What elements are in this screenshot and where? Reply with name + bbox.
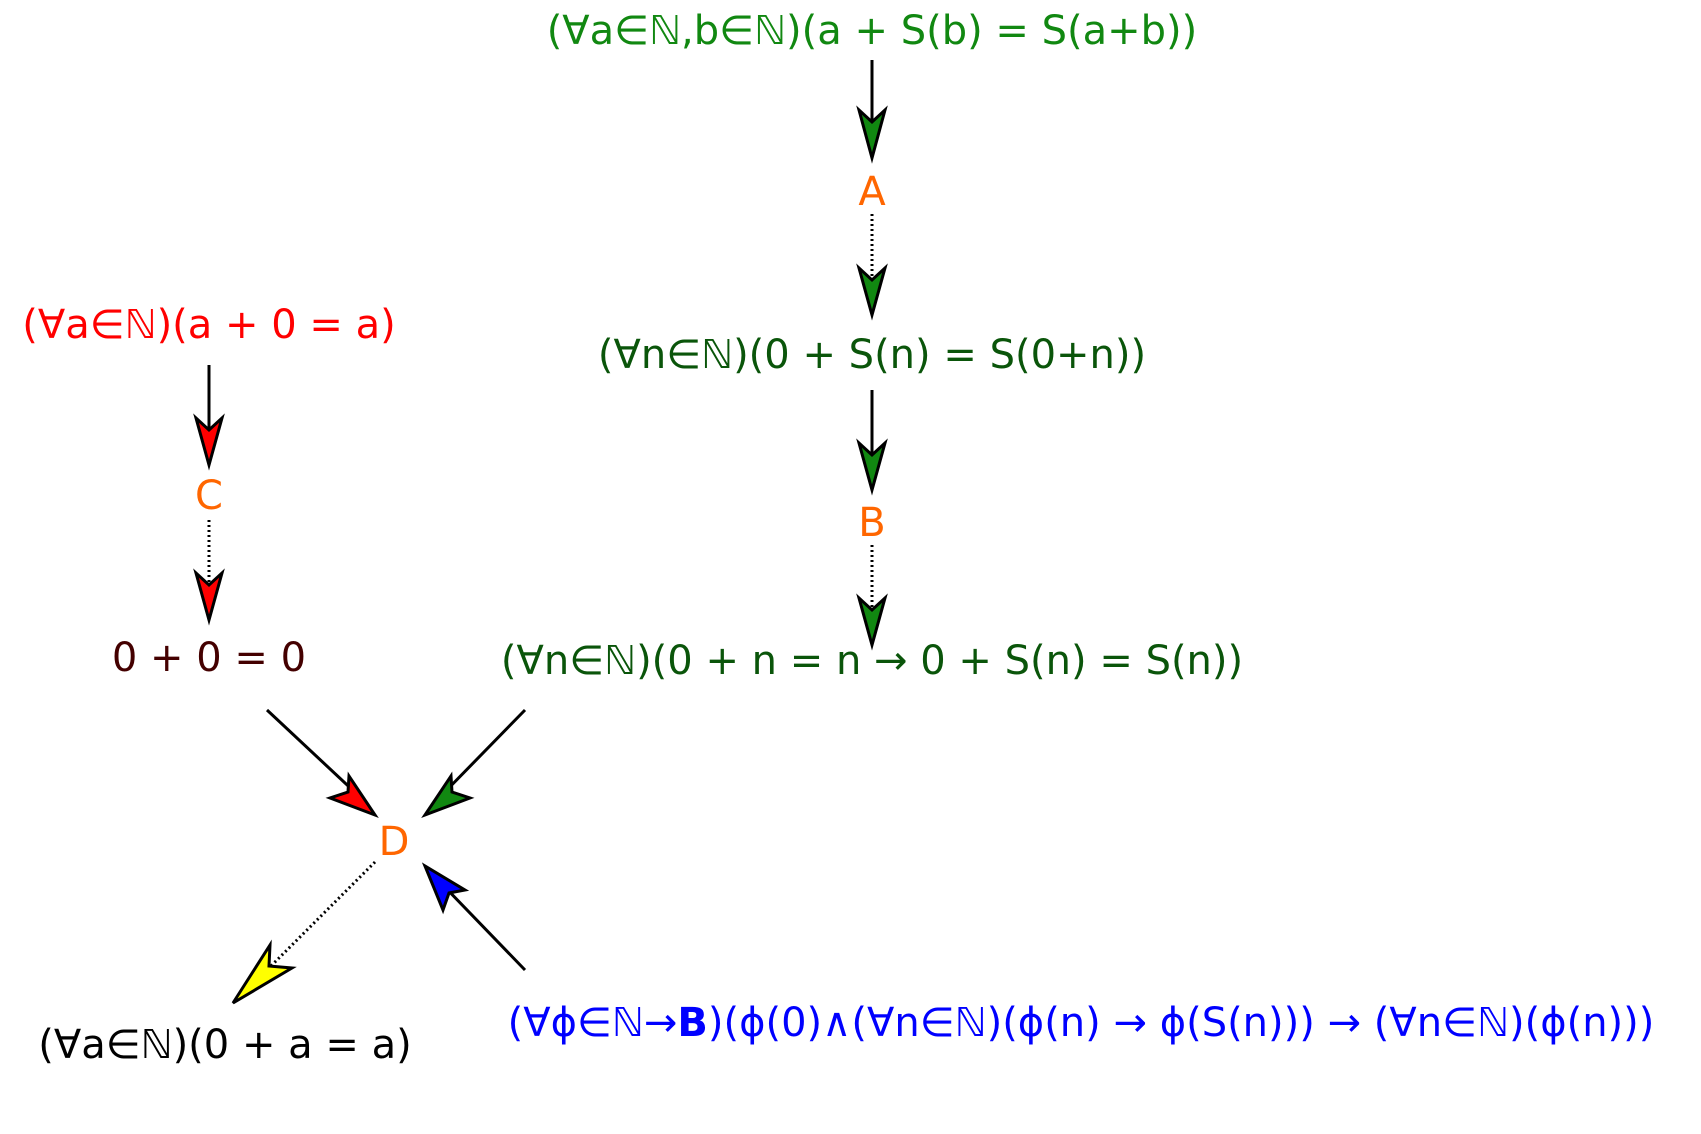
edge-c-to-base-case — [193, 520, 225, 626]
induction-axiom-part2: )(ϕ(0)∧(∀n∈ℕ)(ϕ(n) → ϕ(S(n))) → (∀n∈ℕ)(ϕ… — [708, 1000, 1655, 1046]
edge-axiom-to-a — [856, 60, 888, 164]
induction-axiom-part1: (∀ϕ∈ℕ→ — [508, 1000, 678, 1046]
arrowhead-green — [421, 771, 475, 819]
edge-base-case-to-d — [265, 708, 379, 819]
step-label-c: C — [195, 473, 223, 519]
arrowhead-red — [193, 568, 225, 626]
arrowhead-green — [856, 438, 888, 496]
node-base-case: 0 + 0 = 0 — [112, 635, 306, 681]
arrowhead-blue — [421, 862, 470, 915]
edge-d-to-conclusion — [231, 860, 377, 1005]
node-induction-axiom: (∀ϕ∈ℕ→B)(ϕ(0)∧(∀n∈ℕ)(ϕ(n) → ϕ(S(n))) → (… — [508, 1000, 1655, 1046]
edge-b-to-induction-step — [856, 545, 888, 651]
induction-axiom-bold: B — [677, 1000, 708, 1046]
arrowhead-green — [856, 593, 888, 651]
edge-induction-step-to-d — [421, 708, 527, 819]
arrowhead-green — [856, 105, 888, 164]
arrowhead-red — [325, 771, 379, 819]
node-axiom-add-zero: (∀a∈ℕ)(a + 0 = a) — [22, 302, 396, 348]
step-label-b: B — [858, 500, 885, 546]
node-conclusion: (∀a∈ℕ)(0 + a = a) — [38, 1022, 412, 1068]
edge-a-to-zero-add-succ — [856, 214, 888, 321]
node-induction-step: (∀n∈ℕ)(0 + n = n → 0 + S(n) = S(n)) — [501, 638, 1243, 684]
node-axiom-add-succ: (∀a∈ℕ,b∈ℕ)(a + S(b) = S(a+b)) — [547, 8, 1198, 54]
edge-induction-axiom-to-d — [421, 862, 527, 972]
edges — [193, 60, 888, 1005]
arrowhead-red — [193, 413, 225, 471]
arrowhead-green — [856, 263, 888, 321]
edge-zero-add-succ-to-b — [856, 390, 888, 496]
step-label-a: A — [858, 169, 886, 215]
arrowhead-yellow — [231, 939, 297, 1005]
edge-add-zero-to-c — [193, 365, 225, 471]
step-label-d: D — [379, 819, 410, 865]
node-zero-add-succ: (∀n∈ℕ)(0 + S(n) = S(0+n)) — [598, 332, 1146, 378]
